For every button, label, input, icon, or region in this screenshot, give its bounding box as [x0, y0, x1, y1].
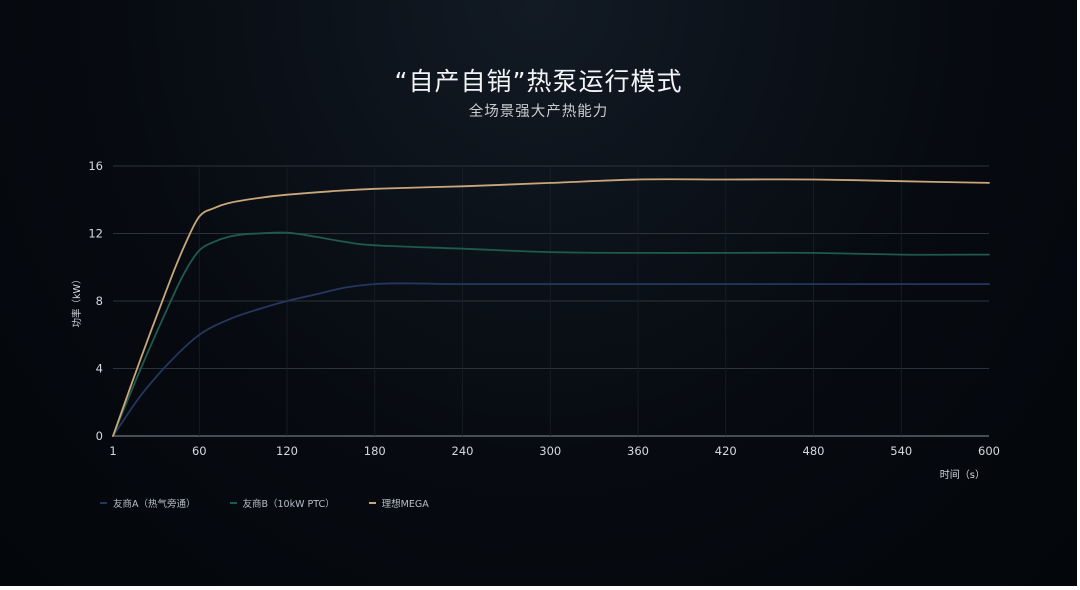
x-tick-label: 600 [978, 444, 1000, 458]
x-tick-label: 420 [715, 444, 737, 458]
x-tick-label: 300 [539, 444, 561, 458]
x-tick-label: 540 [890, 444, 912, 458]
y-axis-label: 功率（kW） [71, 275, 83, 328]
y-tick-label: 16 [88, 159, 103, 173]
y-tick-label: 8 [96, 294, 103, 308]
legend-swatch [229, 502, 237, 504]
x-tick-label: 1 [109, 444, 116, 458]
y-tick-label: 12 [88, 227, 103, 241]
series-line-2 [112, 231, 990, 437]
x-tick-label: 480 [803, 444, 825, 458]
chart-subtitle: 全场景强大产热能力 [468, 104, 609, 120]
legend-swatch [100, 502, 107, 504]
legend: 友商A（热气旁通） 友商B（10kW PTC） 理想MEGA [100, 496, 429, 510]
x-tick-label: 240 [452, 444, 474, 458]
series-lines [112, 178, 990, 437]
axis-labels: 0 4 8 12 16 1 60 120 180 240 300 360 420 480 540 600 功率（… [71, 159, 1000, 481]
legend-swatch [368, 502, 376, 504]
y-tick-label: 0 [96, 429, 103, 443]
legend-item-2: 友商B（10kW PTC） [229, 496, 335, 510]
x-tick-label: 60 [192, 444, 207, 458]
x-axis-label: 时间（s） [940, 468, 985, 481]
series-line-1 [112, 282, 990, 437]
legend-item-3: 理想MEGA [368, 496, 429, 510]
grid-lines [113, 165, 989, 437]
x-tick-label: 360 [627, 444, 649, 458]
legend-label: 友商B（10kW PTC） [242, 499, 335, 510]
series-line-3 [112, 178, 990, 437]
y-tick-label: 4 [96, 362, 103, 376]
legend-label: 理想MEGA [381, 499, 429, 510]
x-tick-label: 120 [276, 444, 298, 458]
legend-label: 友商A（热气旁通） [113, 499, 196, 510]
chart-title: “自产自销”热泵运行模式 [394, 67, 683, 96]
legend-item-1: 友商A（热气旁通） [100, 496, 196, 510]
x-tick-label: 180 [364, 444, 386, 458]
